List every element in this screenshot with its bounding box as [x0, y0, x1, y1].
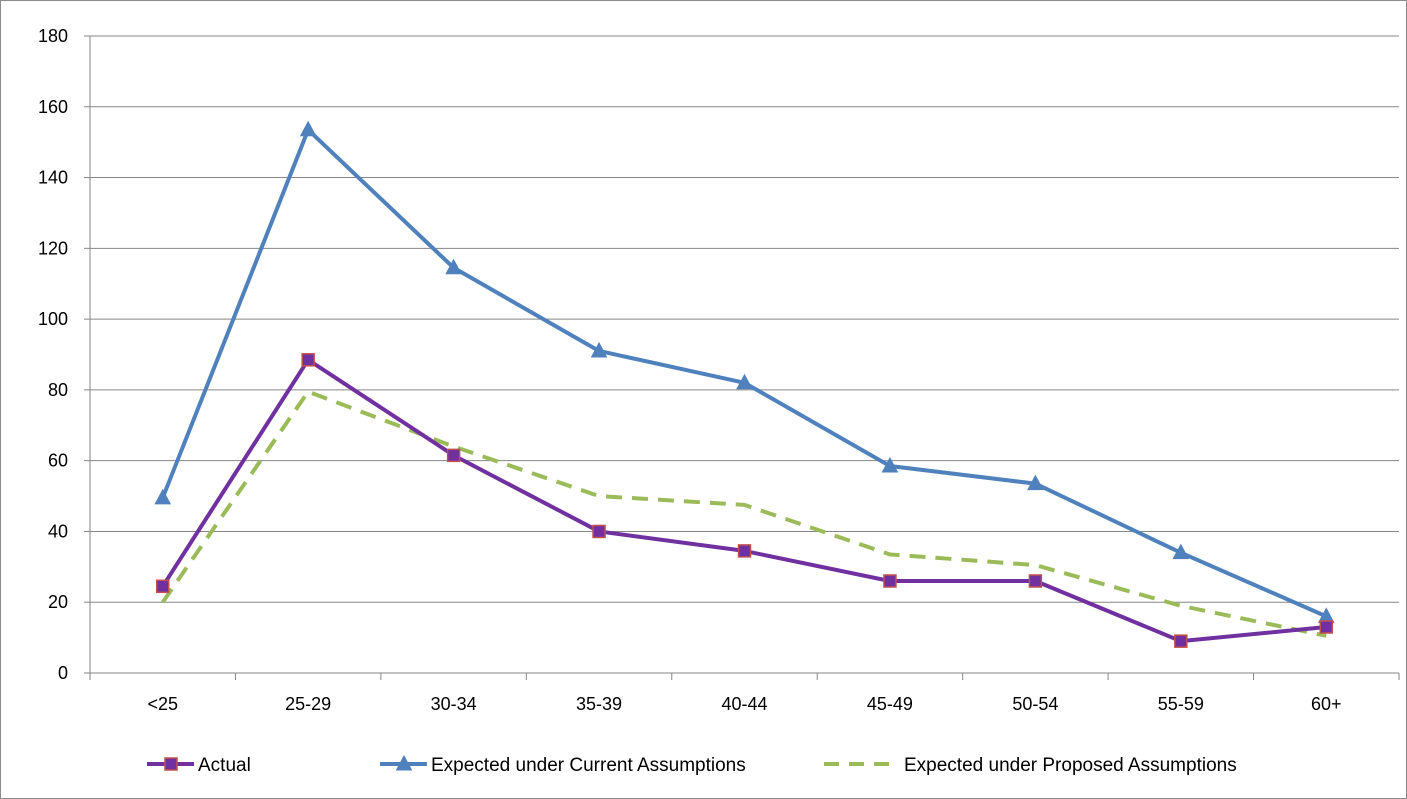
x-tick-labels: <25 25-29 30-34 35-39 40-44 45-49 50-54 55-59 60… — [147, 694, 1341, 714]
data-point — [590, 341, 608, 358]
data-point — [883, 574, 897, 588]
y-tick-label: 100 — [38, 309, 68, 329]
data-point — [301, 353, 315, 367]
y-tick-label: 180 — [38, 26, 68, 46]
y-tick-label: 80 — [48, 380, 68, 400]
legend-label: Actual — [198, 755, 251, 776]
y-tick-label: 40 — [48, 521, 68, 541]
series-line-1 — [160, 127, 1329, 619]
x-tick-label: 30-34 — [431, 694, 477, 714]
y-tick-label: 120 — [38, 238, 68, 258]
y-tick-label: 0 — [58, 663, 68, 683]
data-point — [155, 579, 170, 594]
series-lines — [154, 120, 1335, 648]
data-point — [1172, 543, 1190, 560]
y-tick-label: 20 — [48, 592, 68, 612]
data-point — [881, 456, 899, 473]
x-tick-label: 45-49 — [867, 694, 913, 714]
data-point — [592, 524, 606, 539]
series-1 — [154, 120, 1335, 623]
gridlines — [90, 35, 1399, 603]
legend-label: Expected under Current Assumptions — [431, 755, 746, 776]
legend-marker — [395, 754, 413, 771]
legend-marker — [164, 757, 178, 771]
axes — [84, 35, 1400, 680]
x-tick-label: <25 — [147, 694, 178, 714]
data-point — [1174, 634, 1188, 648]
data-point — [1319, 620, 1334, 634]
data-point — [1028, 574, 1043, 588]
x-tick-label: 50-54 — [1012, 694, 1058, 714]
data-point — [737, 544, 752, 558]
legend: Actual Expected under Current Assumptions… — [147, 754, 1237, 776]
series-0 — [155, 353, 1334, 648]
y-tick-label: 60 — [48, 451, 68, 471]
data-point — [299, 120, 317, 137]
x-tick-label: 35-39 — [576, 694, 622, 714]
y-tick-labels: 0 20 40 60 80 100 120 140 160 180 — [38, 26, 68, 683]
x-tick-label: 40-44 — [721, 694, 767, 714]
data-point — [445, 258, 462, 275]
data-point — [154, 488, 172, 505]
y-tick-label: 160 — [38, 97, 68, 117]
series-line-2 — [161, 389, 1327, 638]
data-point — [736, 373, 753, 390]
legend-item-1: Expected under Current Assumptions — [380, 754, 746, 776]
x-tick-label: 25-29 — [285, 694, 331, 714]
data-point — [446, 448, 461, 463]
data-point — [1027, 474, 1044, 491]
y-tick-label: 140 — [38, 168, 68, 188]
series-2 — [161, 389, 1327, 638]
legend-label: Expected under Proposed Assumptions — [904, 755, 1237, 776]
x-tick-label: 60+ — [1311, 694, 1342, 714]
legend-item-0: Actual — [147, 755, 251, 776]
legend-item-2: Expected under Proposed Assumptions — [824, 755, 1237, 776]
x-tick-label: 55-59 — [1158, 694, 1204, 714]
